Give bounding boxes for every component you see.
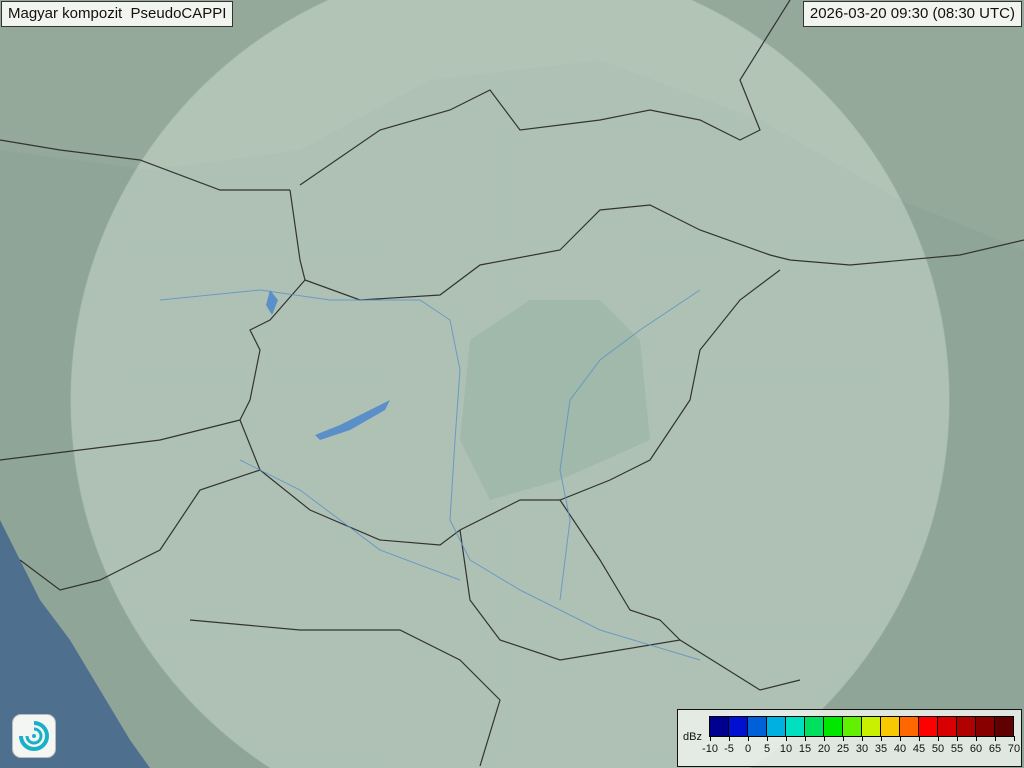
legend-swatch [710,717,729,736]
legend-swatch [900,717,919,736]
legend-tick [919,736,920,741]
weather-service-logo [12,714,56,758]
legend-swatch [767,717,786,736]
legend-tick [900,736,901,741]
legend-swatch [881,717,900,736]
legend-label: 30 [855,743,869,755]
legend-label: 40 [893,743,907,755]
rivers [159,289,701,661]
legend-tick [710,736,711,741]
legend-label: -5 [724,743,734,755]
legend-label: 50 [931,743,945,755]
legend-label: -10 [702,743,718,755]
legend-label: 45 [912,743,926,755]
legend-swatch [786,717,805,736]
legend-swatch [843,717,862,736]
dbz-color-legend: dBz -10 -5 0 5 10 15 20 25 30 35 40 45 50 55 60 65 70 [677,709,1022,767]
legend-tick [881,736,882,741]
legend-tick [824,736,825,741]
legend-tick [1014,736,1015,741]
legend-label: 70 [1007,743,1021,755]
legend-tick [995,736,996,741]
legend-swatch [729,717,748,736]
legend-swatch [748,717,767,736]
legend-swatch [938,717,957,736]
legend-tick [843,736,844,741]
lake-neusiedl [266,290,278,315]
legend-swatch [995,717,1013,736]
legend-tick [767,736,768,741]
legend-tick [862,736,863,741]
legend-swatch [957,717,976,736]
legend-label: 15 [798,743,812,755]
legend-label: 65 [988,743,1002,755]
legend-label: 20 [817,743,831,755]
legend-tick [976,736,977,741]
product-title: Magyar kompozit PseudoCAPPI [1,1,234,27]
legend-label: 0 [744,743,752,755]
legend-unit: dBz [683,731,702,743]
legend-color-bar [709,716,1014,737]
legend-tick [957,736,958,741]
legend-label: 55 [950,743,964,755]
legend-label: 35 [874,743,888,755]
legend-tick [748,736,749,741]
legend-tick [786,736,787,741]
legend-tick [805,736,806,741]
legend-label: 60 [969,743,983,755]
legend-swatch [919,717,938,736]
legend-tick [938,736,939,741]
legend-swatch [976,717,995,736]
legend-swatch [824,717,843,736]
lake-balaton [315,400,390,440]
legend-tick [729,736,730,741]
legend-label: 5 [763,743,771,755]
legend-label: 10 [779,743,793,755]
timestamp-label: 2026-03-20 09:30 (08:30 UTC) [802,1,1022,27]
swirl-logo-icon [19,721,49,751]
legend-swatch [862,717,881,736]
great-plain [460,300,650,500]
legend-swatch [805,717,824,736]
legend-label: 25 [836,743,850,755]
